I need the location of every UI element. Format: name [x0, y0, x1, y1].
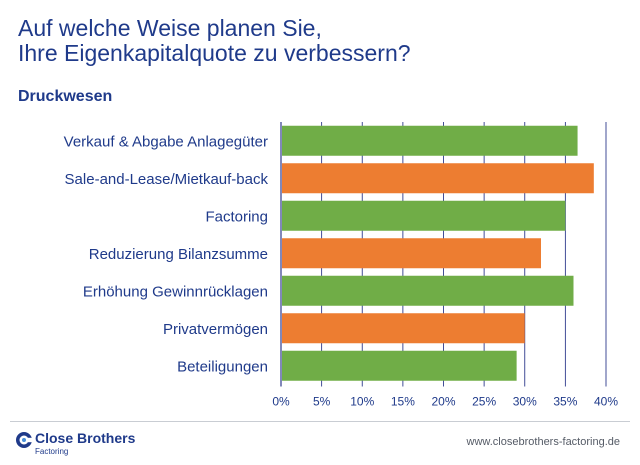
x-tick-label: 40% [594, 395, 618, 409]
title-line-2: Ihre Eigenkapitalquote zu verbessern? [18, 40, 411, 66]
x-tick-label: 15% [391, 395, 415, 409]
bar [282, 313, 525, 344]
category-label: Factoring [205, 208, 268, 225]
bar [282, 350, 517, 381]
bar [282, 238, 541, 269]
category-label: Beteiligungen [177, 358, 268, 375]
footer-divider [10, 421, 630, 422]
title-line-1: Auf welche Weise planen Sie, [18, 15, 322, 41]
category-label: Reduzierung Bilanzsumme [89, 246, 268, 263]
logo-subtitle: Factoring [35, 447, 69, 456]
bar [282, 163, 594, 194]
x-tick-label: 5% [313, 395, 331, 409]
website-url: www.closebrothers-factoring.de [466, 436, 620, 448]
category-label: Erhöhung Gewinnrücklagen [83, 283, 268, 300]
category-label: Sale-and-Lease/Mietkauf-back [65, 171, 269, 188]
close-brothers-logo-icon [16, 432, 33, 448]
bar-chart: Verkauf & Abgabe Anlagegüter Sale-and-Lea… [64, 122, 618, 409]
x-tick-label: 0% [272, 395, 290, 409]
company-logo: Close Brothers Factoring [15, 430, 215, 460]
bar [282, 200, 566, 231]
x-tick-label: 10% [350, 395, 374, 409]
category-label: Verkauf & Abgabe Anlagegüter [64, 133, 268, 150]
x-tick-label: 20% [431, 395, 455, 409]
category-label: Privatvermögen [163, 321, 268, 338]
x-tick-label: 35% [553, 395, 577, 409]
chart-subtitle: Druckwesen [18, 88, 113, 105]
x-tick-label: 30% [513, 395, 537, 409]
bar [282, 275, 574, 306]
x-tick-label: 25% [472, 395, 496, 409]
chart-title: Auf welche Weise planen Sie, Ihre Eigenk… [18, 16, 618, 66]
logo-name: Close Brothers [35, 430, 136, 446]
bar [282, 125, 578, 156]
